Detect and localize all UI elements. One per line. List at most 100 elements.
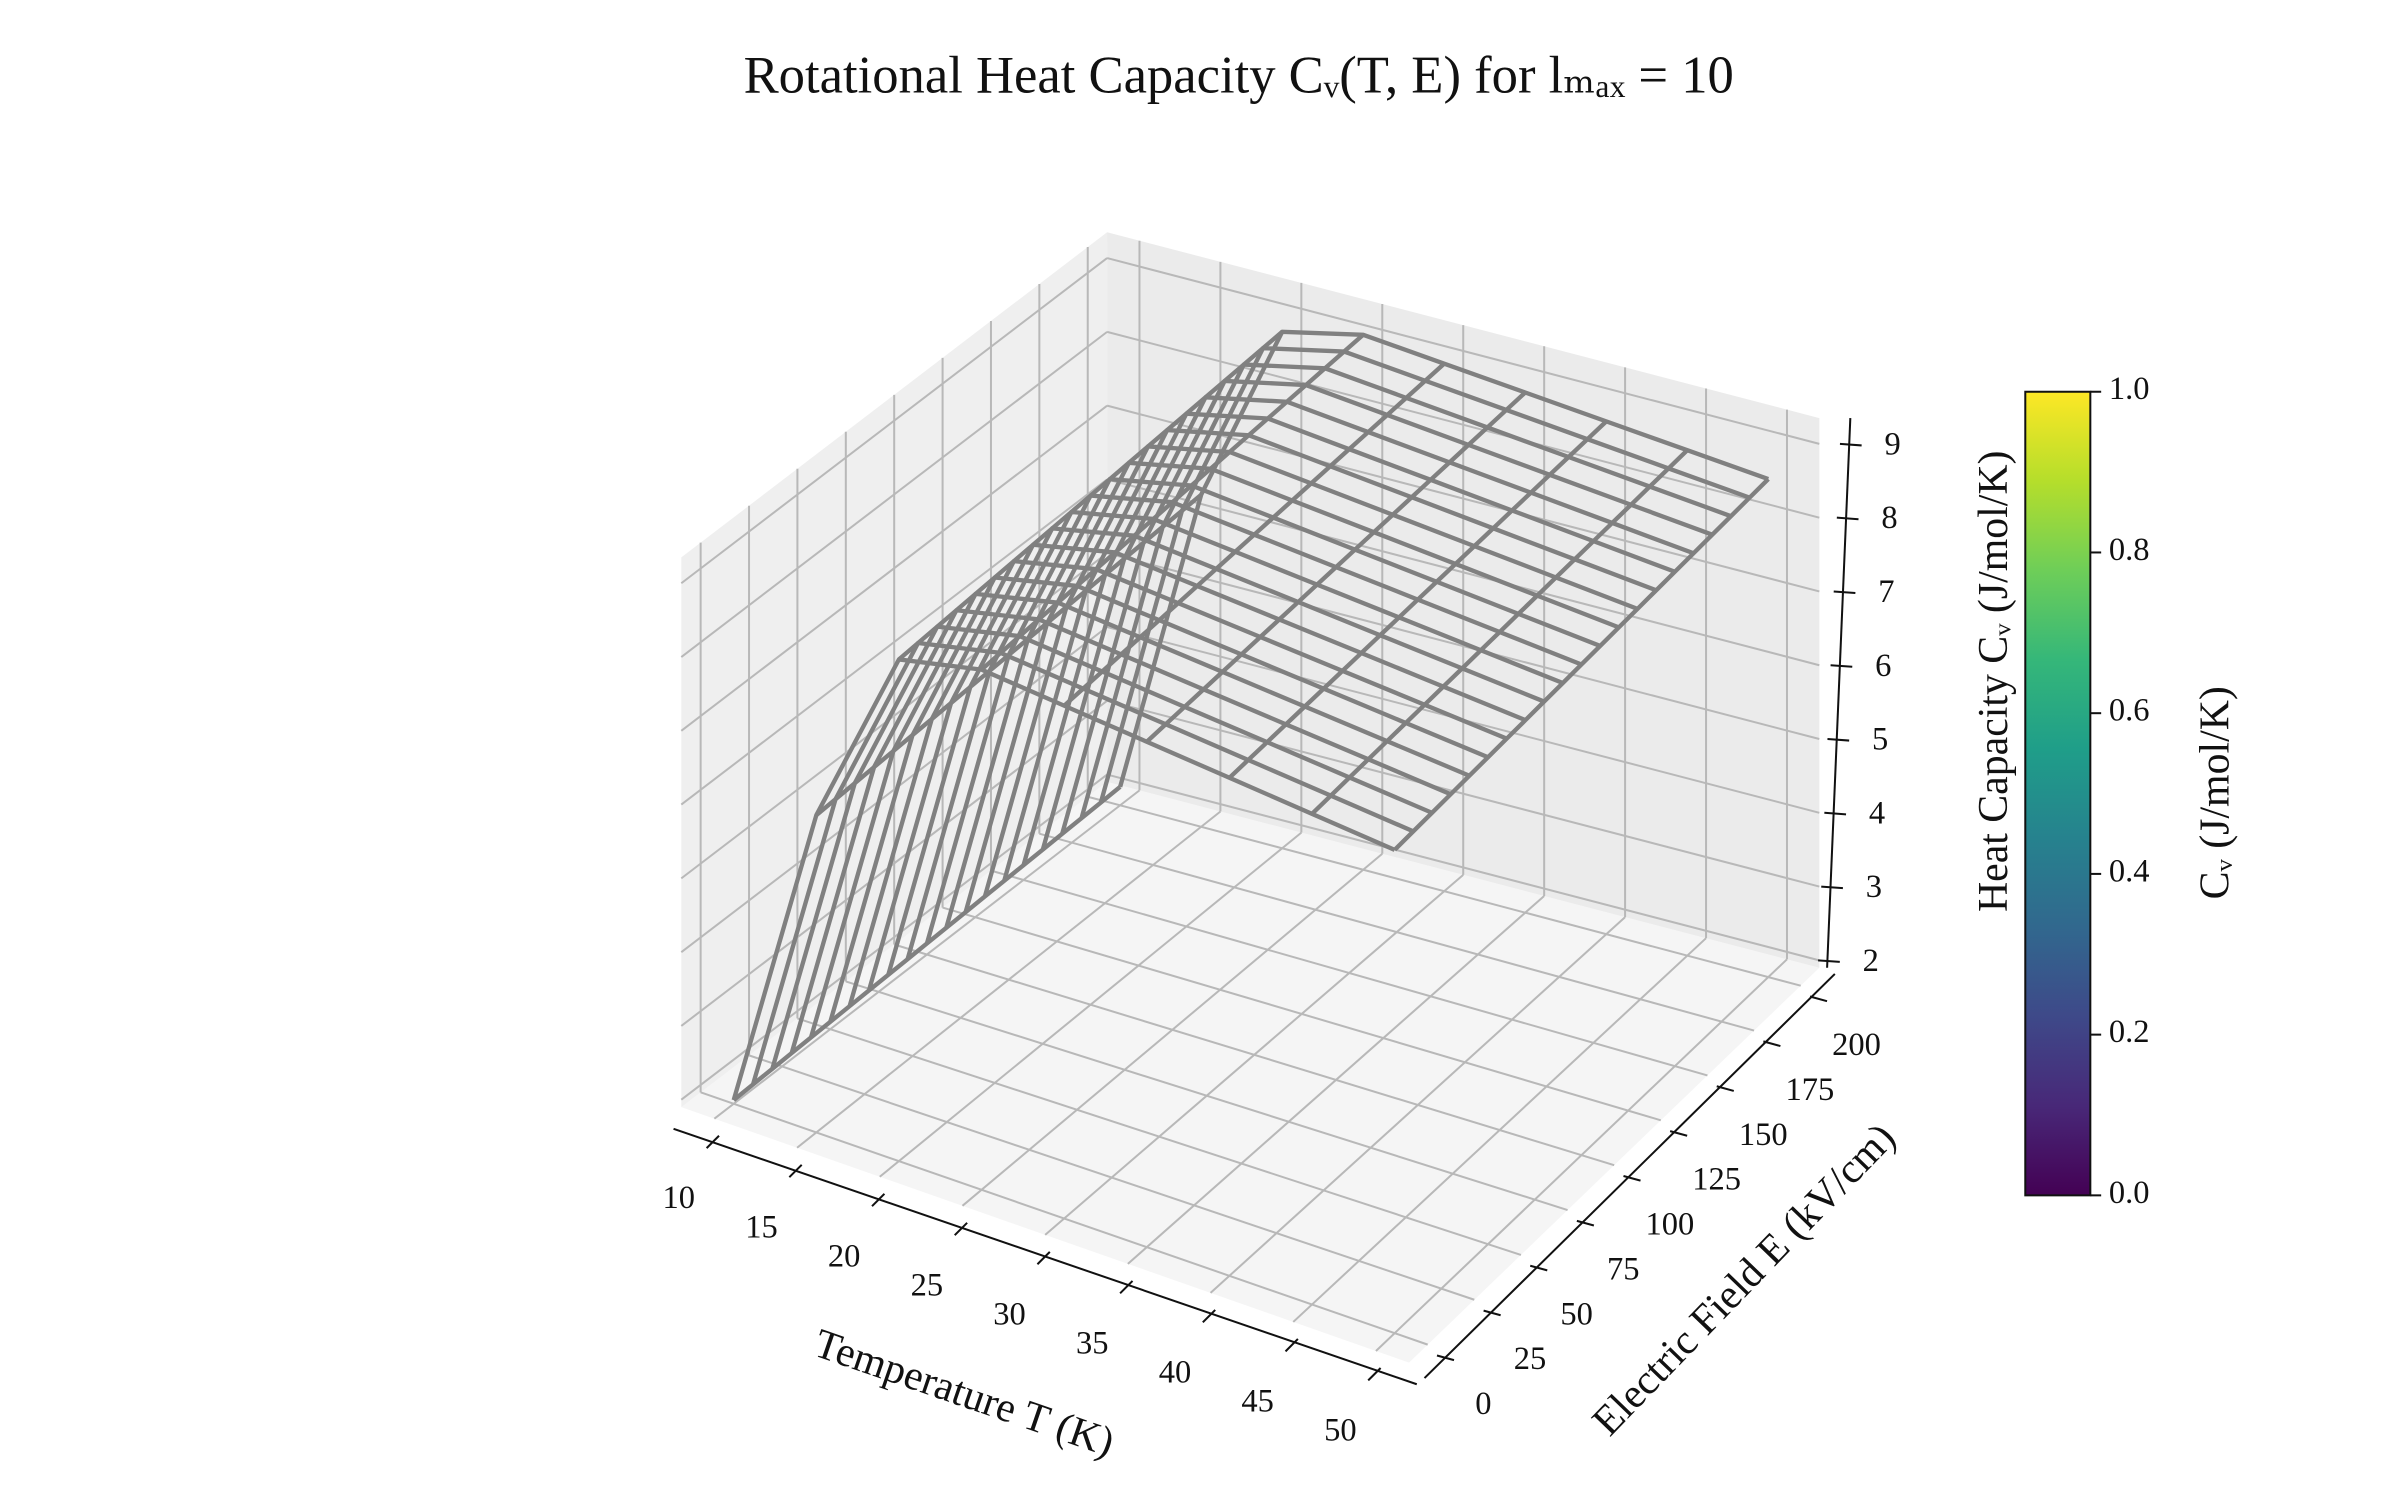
z-tick-label: 7 xyxy=(1878,574,1894,610)
grid-line xyxy=(1106,552,1820,740)
grid-line xyxy=(680,257,1108,585)
axes: 1015202530354045500255075100125150175200… xyxy=(663,418,1901,1448)
grid-line xyxy=(680,478,1108,806)
grid-line xyxy=(680,552,1108,880)
colorbar-label: Cᵥ (J/mol/K) xyxy=(2192,686,2238,899)
wire-line-e xyxy=(1227,419,1608,780)
x-tick-label: 10 xyxy=(663,1180,696,1216)
tick-mark xyxy=(1623,1175,1641,1182)
y-tick-label: 125 xyxy=(1692,1162,1741,1198)
tick-mark xyxy=(1367,1367,1382,1382)
x-tick-label: 20 xyxy=(828,1238,861,1274)
tick-mark xyxy=(1202,1309,1216,1324)
tick-mark xyxy=(788,1164,803,1178)
tick-mark xyxy=(1809,995,1828,1003)
grid-line xyxy=(893,943,1615,1167)
tick-mark xyxy=(1818,959,1840,963)
tick-mark xyxy=(1576,1219,1595,1227)
colorbar-gradient xyxy=(2024,390,2092,1197)
wire-line-e xyxy=(897,330,1284,662)
colorbar-tick-label: 0.6 xyxy=(2109,693,2150,729)
colorbar-tick-label: 0.0 xyxy=(2109,1175,2150,1211)
x-tick-label: 40 xyxy=(1159,1354,1192,1390)
y-tick-label: 100 xyxy=(1646,1207,1695,1243)
grid-line xyxy=(845,980,1568,1211)
grid-line xyxy=(990,869,1708,1077)
z-tick-label: 3 xyxy=(1866,869,1882,905)
z-tick-label: 6 xyxy=(1875,648,1891,684)
y-tick-label: 200 xyxy=(1832,1027,1881,1063)
wire-line-e xyxy=(1062,362,1446,708)
grid-line xyxy=(1106,478,1820,667)
grid-line xyxy=(680,404,1108,732)
tick-mark xyxy=(1036,1251,1051,1265)
y-tick-label: 50 xyxy=(1560,1296,1593,1332)
x-tick-label: 35 xyxy=(1076,1325,1109,1361)
grid-line xyxy=(1106,773,1820,962)
chart-title: Rotational Heat Capacity Cᵥ(T, E) for lₘ… xyxy=(744,47,1734,105)
z-tick-label: 4 xyxy=(1869,795,1885,831)
tick-mark xyxy=(1529,1264,1548,1272)
x-tick-label: 15 xyxy=(745,1209,778,1245)
tick-mark xyxy=(1827,738,1850,742)
grid-line xyxy=(700,1091,1429,1346)
grid-line xyxy=(680,699,1108,1027)
z-tick-label: 2 xyxy=(1863,943,1879,979)
grid-line xyxy=(680,773,1108,1101)
tick-mark xyxy=(871,1193,886,1207)
tick-mark xyxy=(1119,1280,1134,1295)
colorbar-tick-label: 0.4 xyxy=(2109,853,2150,889)
grid-line xyxy=(1106,404,1820,593)
z-tick-label: 8 xyxy=(1881,500,1897,536)
colorbar: 0.0 0.2 0.4 0.6 0.8 1.0 xyxy=(2024,371,2150,1211)
tick-mark xyxy=(1830,664,1853,668)
tick-mark xyxy=(1839,442,1862,447)
tick-mark xyxy=(1483,1309,1501,1317)
colorbar-tick-label: 0.2 xyxy=(2109,1014,2150,1050)
x-tick-label: 50 xyxy=(1324,1412,1357,1448)
y-tick-label: 150 xyxy=(1739,1117,1788,1153)
wire-line-e xyxy=(980,333,1365,672)
z-tick-label: 9 xyxy=(1884,426,1900,462)
grid-line xyxy=(1106,330,1820,519)
grid-line xyxy=(1039,832,1755,1032)
tick-mark xyxy=(1716,1085,1735,1092)
tick-mark xyxy=(1833,590,1856,595)
wire-line-e xyxy=(732,785,1122,1102)
tick-mark xyxy=(954,1222,968,1236)
tick-mark xyxy=(1821,885,1843,890)
y-tick-label: 25 xyxy=(1514,1341,1546,1377)
tick-mark xyxy=(1763,1040,1781,1048)
wire-line-e xyxy=(814,493,1203,817)
x-tick-label: 30 xyxy=(993,1296,1026,1332)
tick-mark xyxy=(1669,1130,1688,1137)
z-axis-line xyxy=(1826,418,1852,968)
colorbar-tick-label: 1.0 xyxy=(2109,371,2150,407)
x-tick-label: 45 xyxy=(1241,1383,1274,1419)
z-axis-label: Heat Capacity Cᵥ (J/mol/K) xyxy=(1971,451,2017,913)
y-tick-label: 175 xyxy=(1785,1072,1834,1108)
wire-line-e xyxy=(1393,477,1770,852)
grid-line xyxy=(748,1054,1475,1301)
wireframe xyxy=(731,329,1770,1102)
grid-line xyxy=(1106,699,1820,888)
x-tick-label: 25 xyxy=(911,1267,944,1303)
tick-mark xyxy=(1436,1354,1455,1362)
wire-line-e xyxy=(1145,390,1527,744)
grid-line xyxy=(942,906,1662,1122)
grid-line xyxy=(680,626,1108,953)
tick-mark xyxy=(1824,811,1847,816)
colorbar-tick-label: 0.8 xyxy=(2109,532,2150,568)
tick-mark xyxy=(705,1135,720,1149)
tick-mark xyxy=(1836,516,1859,521)
y-tick-label: 75 xyxy=(1607,1251,1640,1287)
grid-line xyxy=(797,1017,1522,1256)
x-axis-label: Temperature T (K) xyxy=(808,1321,1119,1467)
tick-mark xyxy=(1284,1338,1299,1353)
y-tick-label: 0 xyxy=(1475,1386,1491,1422)
z-tick-label: 5 xyxy=(1872,722,1888,758)
wire-line-e xyxy=(1310,448,1689,816)
grid-line xyxy=(680,331,1108,658)
